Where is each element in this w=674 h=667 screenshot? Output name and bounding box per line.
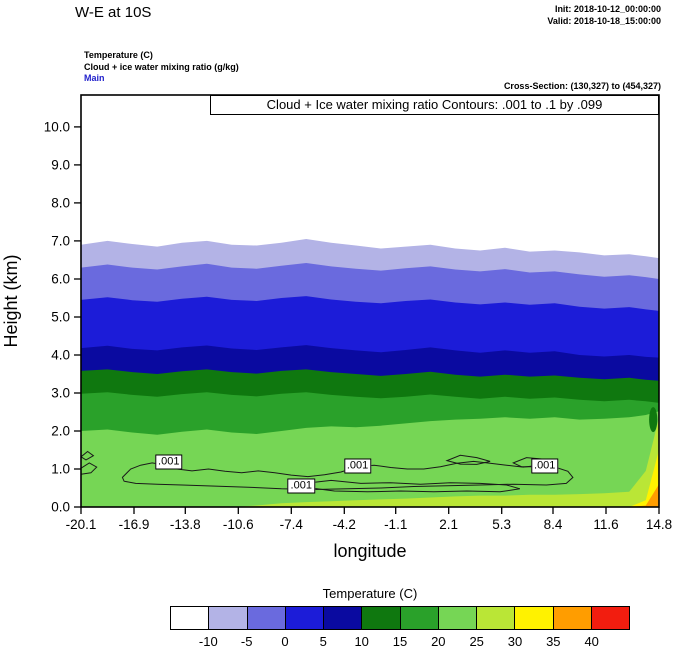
x-tick-label: -1.1 <box>384 517 407 532</box>
colorbar-tick-label: 35 <box>546 634 561 649</box>
page-title: W-E at 10S <box>75 4 152 21</box>
colorbar-cell-8 <box>477 607 516 629</box>
colorbar-tick-label: 30 <box>507 634 523 649</box>
field-cloud-ice: Cloud + ice water mixing ratio (g/kg) <box>84 61 239 72</box>
y-tick-label: 2.0 <box>51 424 70 439</box>
colorbar-tick-label: 10 <box>354 634 369 649</box>
colorbar-cell-10 <box>553 607 592 629</box>
x-tick-label: 11.6 <box>593 517 618 532</box>
cloud-contour-label: .001 <box>343 458 372 474</box>
cloud-contour <box>81 462 98 475</box>
y-tick-label: 10.0 <box>44 119 70 134</box>
colorbar-cell-3 <box>285 607 324 629</box>
y-tick-label: 8.0 <box>51 195 70 210</box>
colorbar-tick-label: -10 <box>198 634 218 649</box>
colorbar <box>170 606 630 630</box>
colorbar-cell-7 <box>438 607 477 629</box>
x-axis-label: longitude <box>333 541 406 561</box>
x-tick-label: 5.3 <box>492 517 511 532</box>
axes: -20.1 -16.9 -13.8 -10.6 -7.4 -4.2 -1.1 2.1 5.3 8.… <box>1 119 672 561</box>
colorbar-cell-2 <box>247 607 286 629</box>
x-tick-label: 2.1 <box>439 517 458 532</box>
temp-band-25 <box>81 417 659 507</box>
field-list: Temperature (C) Cloud + ice water mixing… <box>84 50 239 85</box>
x-tick-label: 8.4 <box>544 517 563 532</box>
x-tick-label: -13.8 <box>170 517 201 532</box>
valid-time: Valid: 2018-10-18_15:00:00 <box>547 16 661 27</box>
cross-section-info: Cross-Section: (130,327) to (454,327) <box>503 81 661 91</box>
y-axis-label: Height (km) <box>1 254 21 347</box>
plot-svg: -20.1 -16.9 -13.8 -10.6 -7.4 -4.2 -1.1 2.1 5.3 8.… <box>1 94 672 561</box>
field-temperature: Temperature (C) <box>84 50 153 60</box>
colorbar-tick-label: 25 <box>469 634 484 649</box>
colorbar-cell-9 <box>515 607 554 629</box>
temperature-bands <box>81 95 659 507</box>
colorbar-cell-5 <box>362 607 401 629</box>
y-tick-label: 0.0 <box>51 500 70 515</box>
colorbar-tick-label: 15 <box>392 634 408 649</box>
cloud-contour-label: .001 <box>287 478 315 494</box>
y-tick-label: 9.0 <box>51 157 70 172</box>
x-tick-label: -10.6 <box>223 517 254 532</box>
colorbar-tick-label: 0 <box>281 634 289 649</box>
init-valid-block: Init: 2018-10-12_00:00:00 Valid: 2018-10… <box>547 3 661 27</box>
cloud-contour <box>303 479 521 493</box>
init-time: Init: 2018-10-12_00:00:00 <box>554 4 661 14</box>
colorbar-title: Temperature (C) <box>322 586 418 601</box>
y-tick-label: 4.0 <box>51 348 70 363</box>
cloud-contour <box>445 454 491 465</box>
x-tick-label: -7.4 <box>280 517 304 532</box>
cloud-contour-label: .001 <box>531 458 559 474</box>
colorbar-cell-1 <box>209 607 248 629</box>
cloud-contour-label: .001 <box>155 454 183 470</box>
colorbar-cell-11 <box>591 607 629 629</box>
field-main: Main <box>84 73 105 84</box>
colorbar-cell-0 <box>171 607 210 629</box>
colorbar-cell-6 <box>400 607 439 629</box>
y-tick-label: 5.0 <box>51 310 70 325</box>
y-tick-label: 7.0 <box>51 233 70 248</box>
x-tick-label: 14.8 <box>646 517 672 532</box>
y-tick-label: 6.0 <box>51 272 70 287</box>
contour-info-box: Cloud + Ice water mixing ratio Contours:… <box>210 95 659 115</box>
colorbar-tick-label: -5 <box>240 634 253 649</box>
colorbar-tick-label: 40 <box>584 634 599 649</box>
cool-pocket-right-edge <box>649 407 658 433</box>
cloud-contour <box>81 450 95 461</box>
x-tick-label: -4.2 <box>333 517 356 532</box>
y-tick-label: 1.0 <box>51 462 70 477</box>
x-tick-label: -16.9 <box>119 517 150 532</box>
y-tick-label: 3.0 <box>51 386 70 401</box>
x-tick-label: -20.1 <box>66 517 97 532</box>
colorbar-tick-label: 5 <box>319 634 327 649</box>
colorbar-cell-4 <box>324 607 363 629</box>
colorbar-tick-label: 20 <box>431 634 446 649</box>
